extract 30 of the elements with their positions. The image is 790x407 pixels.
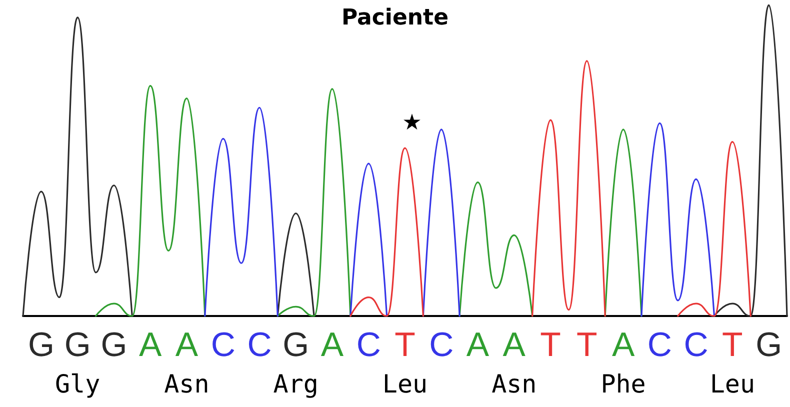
x-tick-label: G [64,326,91,364]
text: Leu [710,370,756,398]
x-tick-label: G [100,326,128,364]
x-tick-label: A [612,326,635,364]
text: Gly [54,370,100,398]
x-tick-label: C [647,326,672,364]
x-tick-label: T [722,326,743,364]
text: Phe [600,370,646,398]
x-tick-label: C [210,326,236,364]
x-tick-label: A [502,326,526,364]
text: Leu [382,370,428,398]
x-tick-label: A [175,326,198,364]
text: Asn [492,370,537,398]
x-tick-label: G [282,326,310,364]
x-tick-label: G [756,326,782,364]
text: Arg [273,370,318,398]
x-tick-label: G [28,326,54,364]
x-tick-label: A [138,326,162,364]
x-tick-label: A [466,326,490,364]
x-tick-label: T [576,326,598,364]
x-tick-label: C [356,326,381,364]
x-tick-label: C [429,326,454,364]
x-tick-label: T [394,326,416,364]
x-tick-label: C [684,326,708,364]
chart-title: Paciente [342,6,448,30]
text: Asn [164,370,210,398]
x-tick-label: C [247,326,272,364]
x-tick-label: T [540,326,561,364]
x-tick-label: A [320,326,344,364]
annotation: ★ [402,110,422,136]
